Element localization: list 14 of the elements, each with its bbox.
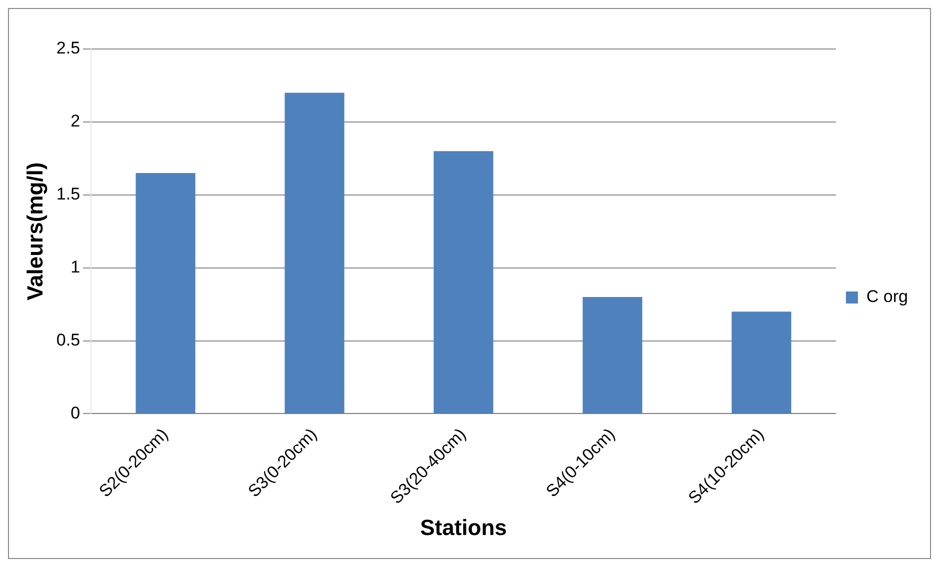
y-axis-title: Valeurs(mg/l) xyxy=(22,162,48,300)
bar xyxy=(136,172,196,414)
y-tick-label: 1.5 xyxy=(56,184,80,204)
y-tick-label: 2 xyxy=(70,112,80,131)
x-axis-title: Stations xyxy=(420,514,507,540)
legend-label: C org xyxy=(866,287,908,306)
bar xyxy=(284,92,344,414)
bar xyxy=(434,151,494,414)
bar xyxy=(582,296,642,414)
bar xyxy=(732,312,792,414)
y-tick-label: 1 xyxy=(70,258,80,277)
y-tick-label: 0.5 xyxy=(56,330,80,350)
y-tick-label: 2.5 xyxy=(56,38,80,58)
y-tick-label: 0 xyxy=(70,403,80,422)
